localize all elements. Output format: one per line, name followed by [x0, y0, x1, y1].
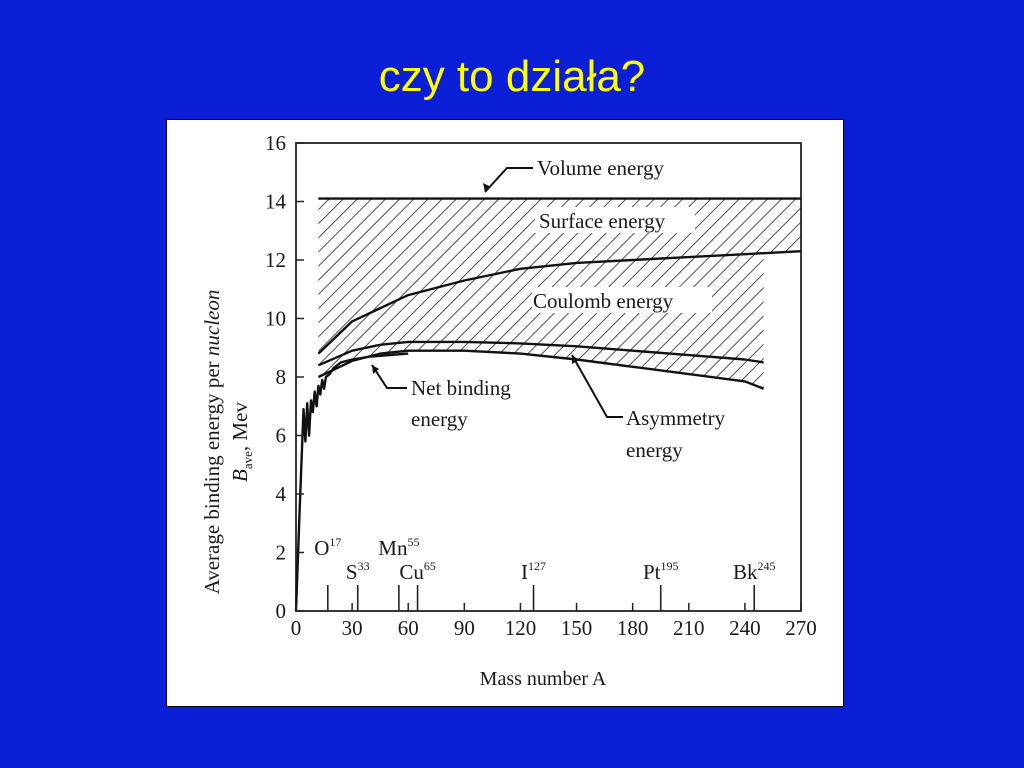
- chart-figure: 0 30 60 90 120 150 180 210 240 270 0 2 4 6 8 10 12 14 16 O…: [166, 119, 844, 707]
- label-bg-surface: [535, 207, 695, 233]
- y-tick-label: 6: [276, 424, 287, 448]
- annotation-surface-energy: Surface energy: [539, 209, 666, 233]
- annotation-net-binding: Net binding: [411, 376, 511, 400]
- annotation-asymmetry-energy: energy: [626, 438, 683, 462]
- label-bg-coulomb: [532, 287, 712, 313]
- leader-volume-arrow: [483, 183, 491, 192]
- x-tick-label: 210: [673, 616, 705, 640]
- isotope-label: S33: [346, 559, 370, 584]
- annotation-asymmetry: Asymmetry: [626, 406, 726, 430]
- x-tick-label: 180: [617, 616, 649, 640]
- leader-net-arrow: [372, 365, 379, 374]
- x-tick-label: 240: [729, 616, 761, 640]
- band-surface-energy: [318, 198, 801, 354]
- leader-net-binding: [371, 364, 407, 389]
- y-tick-label: 12: [265, 248, 286, 272]
- y-axis-label-symbol: Bave, Mev: [228, 402, 255, 482]
- x-tick-label: 90: [454, 616, 475, 640]
- slide-title: czy to działa?: [378, 52, 646, 101]
- isotope-label: I127: [521, 559, 546, 584]
- binding-energy-chart: 0 30 60 90 120 150 180 210 240 270 0 2 4 6 8 10 12 14 16 O…: [200, 131, 817, 690]
- x-tick-label: 60: [398, 616, 419, 640]
- band-asymmetry-energy: [318, 341, 764, 389]
- annotation-volume-energy: Volume energy: [537, 156, 664, 180]
- isotope-label: Bk245: [733, 559, 776, 584]
- annotation-coulomb-energy: Coulomb energy: [533, 289, 674, 313]
- series-net-binding-energy: [294, 352, 409, 612]
- series-coulomb-energy: [317, 340, 764, 367]
- annotation-net-binding-energy: energy: [411, 407, 468, 431]
- y-tick-label: 8: [276, 365, 287, 389]
- isotope-label: Mn55: [378, 535, 419, 560]
- isotope-label: Cu65: [399, 559, 436, 584]
- y-tick-label: 2: [276, 541, 287, 565]
- x-tick-label: 120: [505, 616, 537, 640]
- y-axis-label: Average binding energy per nucleon: [200, 290, 224, 595]
- x-tick-label: 150: [561, 616, 593, 640]
- isotope-label: Pt195: [643, 559, 679, 584]
- leader-asymmetry: [571, 354, 623, 418]
- x-tick-label: 30: [342, 616, 363, 640]
- leader-volume: [484, 167, 533, 193]
- series-surface-energy: [317, 250, 802, 355]
- y-tick-label: 4: [276, 482, 287, 506]
- y-tick-label: 16: [265, 131, 286, 155]
- x-axis-label: Mass number A: [480, 668, 607, 690]
- y-tick-label: 0: [276, 599, 287, 623]
- y-tick-label: 10: [265, 307, 286, 331]
- x-tick-label: 0: [291, 616, 302, 640]
- x-tick-label: 270: [785, 616, 817, 640]
- isotope-label: O17: [314, 535, 341, 560]
- y-tick-label: 14: [265, 190, 287, 214]
- leader-asym-arrow: [572, 355, 579, 364]
